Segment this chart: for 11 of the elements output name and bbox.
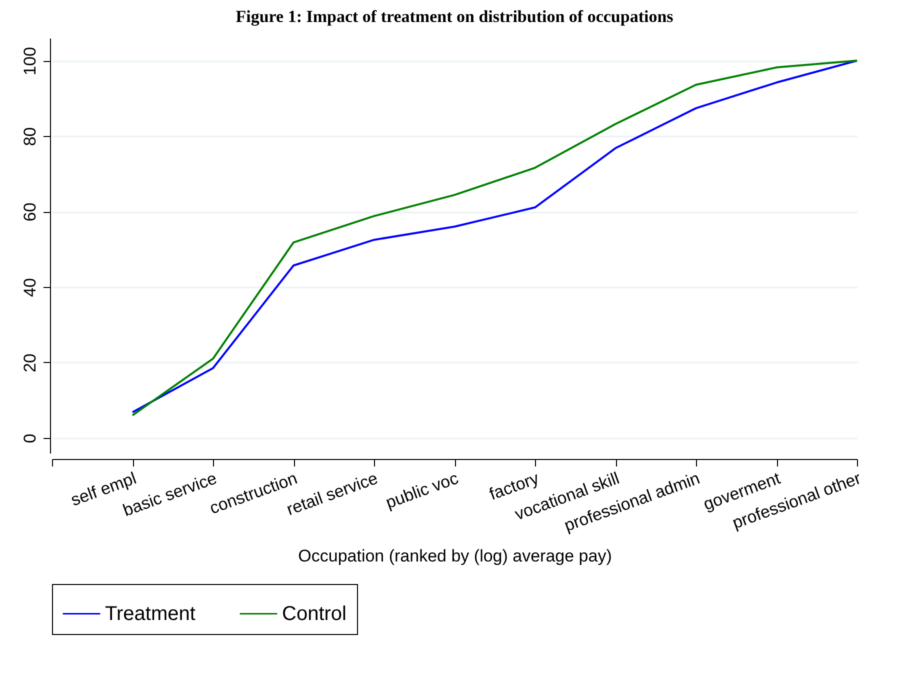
y-tick-label: 60 bbox=[20, 202, 40, 222]
y-tick-label: 0 bbox=[20, 434, 40, 444]
y-tick-label: 40 bbox=[20, 278, 40, 297]
legend-label: Control bbox=[282, 602, 346, 625]
y-tick-label: 100 bbox=[20, 46, 40, 76]
x-tick-label: public voc bbox=[383, 468, 462, 512]
legend-label: Treatment bbox=[105, 602, 196, 625]
y-tick-label: 80 bbox=[20, 127, 40, 146]
x-axis-title: Occupation (ranked by (log) average pay) bbox=[298, 546, 612, 566]
chart-title: Figure 1: Impact of treatment on distribution of occupations bbox=[236, 7, 674, 26]
y-tick-label: 20 bbox=[20, 353, 40, 372]
